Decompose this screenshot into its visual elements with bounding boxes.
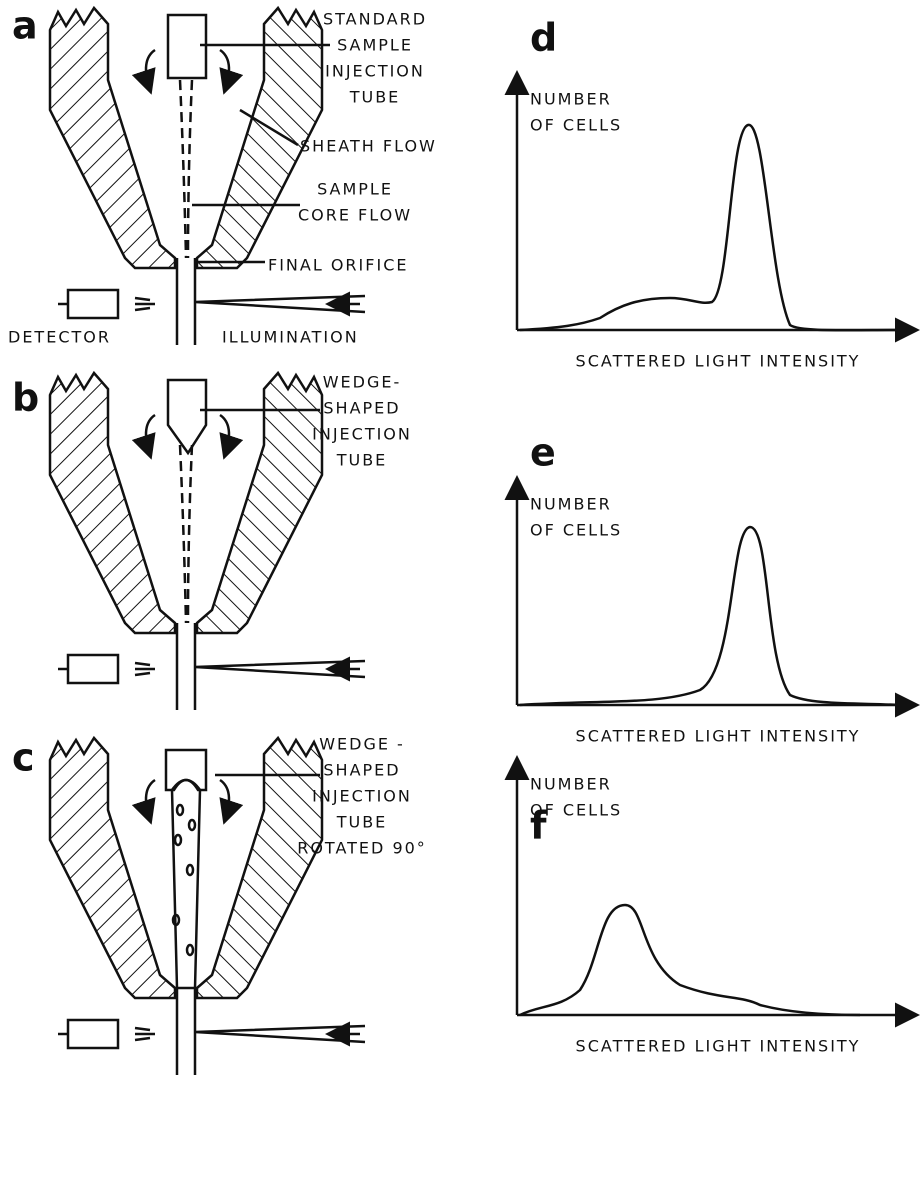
y-label: OF CELLS <box>530 801 622 820</box>
x-label: SCATTERED LIGHT INTENSITY <box>576 1037 861 1056</box>
core-flow <box>180 80 192 258</box>
label: TUBE <box>336 813 388 832</box>
nozzle-wall <box>50 738 175 998</box>
sheath-arrow <box>146 780 155 820</box>
label: INJECTION <box>312 425 412 444</box>
figure: a b c STANDARD SAMPLE INJECTION TUBE SHEATH FLO… <box>0 0 921 1181</box>
nozzle-wall <box>197 738 322 998</box>
detector <box>68 1020 118 1048</box>
panel-letter: c <box>12 736 35 780</box>
sheath-arrow <box>220 50 229 90</box>
label: STANDARD <box>323 10 427 29</box>
x-label: SCATTERED LIGHT INTENSITY <box>576 352 861 371</box>
scatter <box>135 298 155 310</box>
sheath-arrow <box>220 780 229 820</box>
panel-letter: e <box>530 431 556 475</box>
label: INJECTION <box>325 62 425 81</box>
injection-tube <box>168 15 206 78</box>
label: SHEATH FLOW <box>300 137 437 156</box>
nozzle <box>50 8 365 345</box>
label: ILLUMINATION <box>222 328 359 347</box>
y-label: OF CELLS <box>530 116 622 135</box>
label: DETECTOR <box>8 328 111 347</box>
cell <box>175 835 181 845</box>
y-label: NUMBER <box>530 495 612 514</box>
panel-letter: a <box>12 4 38 48</box>
label: ROTATED 90° <box>297 839 427 858</box>
label: TUBE <box>336 451 388 470</box>
injection-tube <box>166 750 206 790</box>
y-label: NUMBER <box>530 90 612 109</box>
y-label: OF CELLS <box>530 521 622 540</box>
sheath-arrow <box>146 50 155 90</box>
injection-tube <box>168 380 206 453</box>
label: WEDGE- <box>323 373 402 392</box>
label: FINAL ORIFICE <box>268 256 408 275</box>
panel-letter: b <box>12 376 39 420</box>
cell <box>189 820 195 830</box>
label: INJECTION <box>312 787 412 806</box>
label: SAMPLE <box>317 180 393 199</box>
label: WEDGE - <box>319 735 405 754</box>
label: CORE FLOW <box>298 206 412 225</box>
label: SHAPED <box>323 399 400 418</box>
detector <box>68 290 118 318</box>
histogram-curve <box>520 905 860 1015</box>
cell <box>187 945 193 955</box>
nozzle-wall <box>50 373 175 633</box>
label: TUBE <box>349 88 401 107</box>
core-flow <box>180 445 192 623</box>
histogram-curve <box>520 125 900 330</box>
sheath-arrow <box>220 415 229 455</box>
cell <box>187 865 193 875</box>
scatter <box>135 1028 155 1040</box>
scatter <box>135 663 155 675</box>
x-label: SCATTERED LIGHT INTENSITY <box>576 727 861 746</box>
histogram-curve <box>520 527 900 705</box>
y-label: NUMBER <box>530 775 612 794</box>
cell <box>177 805 183 815</box>
label: SHAPED <box>323 761 400 780</box>
detector <box>68 655 118 683</box>
sheath-arrow <box>146 415 155 455</box>
panel-letter: d <box>530 16 557 60</box>
label: SAMPLE <box>337 36 413 55</box>
nozzle-wall <box>197 373 322 633</box>
nozzle-wall <box>50 8 175 268</box>
